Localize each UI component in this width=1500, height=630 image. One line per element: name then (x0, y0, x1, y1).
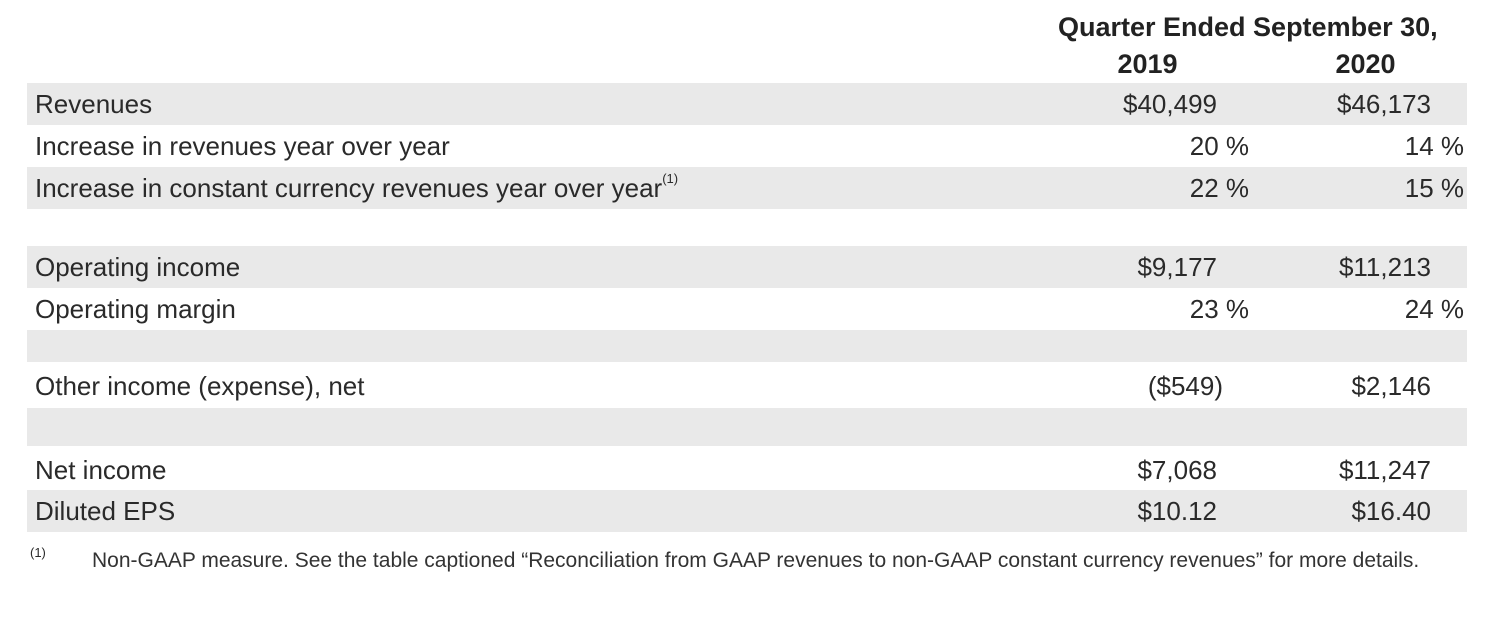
value-2020: $46,173 (1337, 89, 1431, 119)
table-row: Operating margin 23 % 24 % (27, 289, 1467, 331)
value-2020: $11,247 (1338, 455, 1431, 485)
value-2019: $9,177 (1137, 252, 1217, 282)
value-2019: ($549) (1147, 371, 1223, 401)
table-row: Operating income $9,177 $11,213 (27, 247, 1467, 289)
row-label: Increase in revenues year over year (35, 131, 450, 161)
row-label: Net income (35, 455, 167, 485)
value-2019: $7,068 (1137, 455, 1217, 485)
value-2020: $11,213 (1338, 252, 1431, 282)
row-label: Increase in constant currency revenues y… (35, 171, 679, 204)
row-label: Diluted EPS (35, 496, 176, 526)
value-2020: $16.40 (1351, 496, 1431, 526)
shaded-band (27, 167, 1467, 209)
footnote-ref: (1) (662, 171, 679, 186)
table-row: Diluted EPS $10.12 $16.40 (27, 491, 1467, 533)
table-row: Increase in constant currency revenues y… (27, 168, 1467, 210)
table-row: Other income (expense), net ($549) $2,14… (27, 366, 1467, 408)
footnote-marker: (1) (30, 545, 46, 560)
row-label: Other income (expense), net (35, 371, 365, 401)
value-2019: $40,499 (1123, 89, 1217, 119)
value-2019: 22 % (1189, 173, 1249, 203)
footnote-text: Non-GAAP measure. See the table captione… (92, 549, 1420, 572)
shaded-band (27, 330, 1467, 362)
value-2019: 20 % (1189, 131, 1249, 161)
table-row: Increase in revenues year over year 20 %… (27, 126, 1467, 168)
header-title: Quarter Ended September 30, (1058, 12, 1438, 42)
table-row: Net income $7,068 $11,247 (27, 450, 1467, 492)
row-label: Operating margin (35, 294, 236, 324)
shaded-band (27, 246, 1467, 288)
row-label: Operating income (35, 252, 241, 282)
shaded-band (27, 83, 1467, 125)
shaded-band (27, 490, 1467, 532)
row-label-text: Increase in constant currency revenues y… (35, 173, 663, 203)
header-year-2019: 2019 (1117, 49, 1178, 79)
value-2020: $2,146 (1351, 371, 1431, 401)
value-2020: 15 % (1404, 173, 1464, 203)
value-2020: 24 % (1404, 294, 1464, 324)
shaded-band (27, 408, 1467, 446)
value-2019: 23 % (1189, 294, 1249, 324)
header-year-2020: 2020 (1335, 49, 1396, 79)
row-label: Revenues (35, 89, 153, 119)
value-2019: $10.12 (1137, 496, 1217, 526)
table-row: Revenues $40,499 $46,173 (27, 84, 1467, 126)
value-2020: 14 % (1404, 131, 1464, 161)
